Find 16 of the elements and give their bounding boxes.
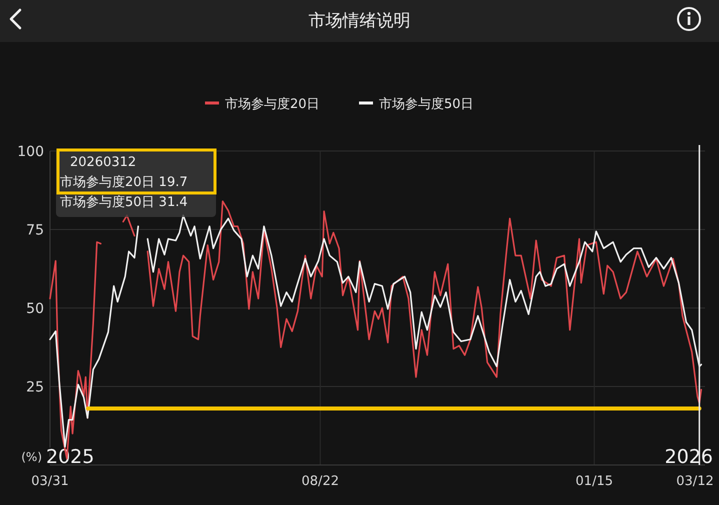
annotation: 市场参与度20日 19.7 — [60, 174, 188, 190]
annotation: 市场参与度50日 31.4 — [60, 194, 188, 210]
y-tick-label: 75 — [26, 222, 44, 238]
y-axis-title: (%) — [21, 450, 42, 464]
annotation: 2025 — [46, 446, 94, 468]
y-tick-label: 50 — [26, 301, 44, 317]
annotation: 20260312 — [70, 155, 136, 170]
y-tick-label: 25 — [26, 380, 44, 396]
y-tick-label: 100 — [17, 144, 44, 160]
legend-label: 市场参与度50日 — [379, 96, 474, 112]
x-tick-label: 01/15 — [576, 474, 614, 489]
x-tick-label: 03/12 — [676, 474, 714, 489]
chart-title: 市场情绪说明 — [308, 11, 410, 31]
x-tick-label: 03/31 — [31, 474, 69, 489]
legend-label: 市场参与度20日 — [225, 96, 320, 112]
x-tick-label: 08/22 — [302, 474, 339, 489]
